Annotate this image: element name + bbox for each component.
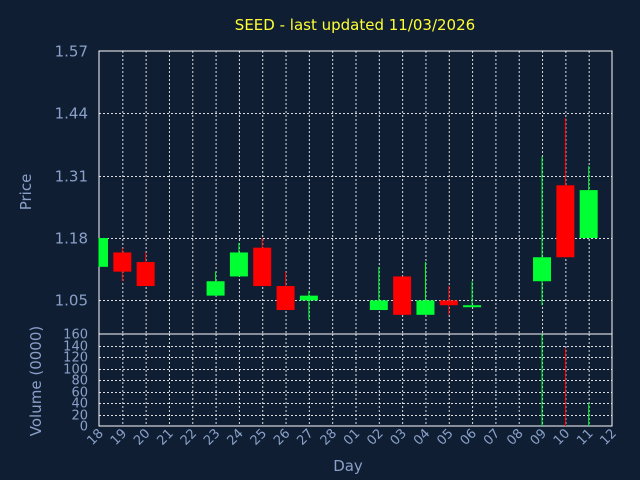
volume-tick-label: 100 [63, 363, 88, 378]
candle-body [229, 252, 248, 277]
x-tick-label: 06 [458, 426, 480, 448]
candle-body [136, 262, 155, 287]
candle-body [439, 300, 458, 306]
candle-body [416, 300, 435, 315]
candle [206, 271, 225, 296]
x-tick-label: 05 [434, 426, 456, 448]
x-tick-label: 24 [224, 426, 246, 448]
candle [416, 262, 435, 315]
price-tick-label: 1.05 [55, 292, 88, 310]
candle [439, 286, 458, 315]
x-tick-label: 07 [481, 426, 503, 448]
x-tick-label: 20 [131, 426, 153, 448]
candle-body [113, 252, 132, 272]
price-axis-ticks: 1.57 1.44 1.31 1.18 1.05 [55, 43, 88, 310]
volume-tick-label: 40 [71, 397, 88, 412]
volume-tick-label: 80 [71, 374, 88, 389]
candle [253, 238, 272, 287]
volume-tick-label: 140 [63, 340, 88, 355]
volume-axis-label: Volume (0000) [27, 326, 45, 436]
candle [579, 166, 598, 239]
volume-tick-label: 0 [80, 420, 88, 435]
candle [98, 238, 108, 267]
x-tick-label: 11 [574, 426, 596, 448]
candle-body [393, 276, 412, 315]
candle-body [299, 295, 318, 301]
volume-panel-frame [98, 333, 613, 427]
x-tick-label: 19 [108, 426, 130, 448]
candlesticks [98, 118, 598, 320]
candle-body [463, 305, 482, 308]
candle-body [369, 300, 388, 311]
candle-body [556, 185, 575, 258]
x-tick-label: 02 [364, 426, 386, 448]
volume-bars [541, 334, 590, 426]
volume-tick-label: 60 [71, 386, 88, 401]
price-tick-label: 1.31 [55, 168, 88, 186]
x-tick-label: 09 [528, 426, 550, 448]
candle-body [253, 247, 272, 287]
candle [276, 271, 295, 311]
candle-body [533, 257, 552, 282]
candle [393, 276, 412, 315]
price-grid [99, 51, 612, 334]
price-axis-label: Price [17, 174, 35, 211]
volume-tick-label: 160 [63, 328, 88, 343]
candle-body [276, 286, 295, 311]
x-axis-ticks: 18 19 20 21 22 23 24 25 26 27 28 01 02 03 04 05 06 07 08 09… [85, 426, 620, 448]
price-tick-label: 1.18 [55, 230, 88, 248]
candle [229, 242, 248, 277]
candle [113, 247, 132, 282]
candle [136, 252, 155, 287]
x-tick-label: 03 [388, 426, 410, 448]
price-tick-label: 1.57 [55, 43, 88, 61]
x-tick-label: 08 [504, 426, 526, 448]
price-tick-label: 1.44 [55, 105, 88, 123]
volume-tick-label: 20 [71, 409, 88, 424]
candle [556, 118, 575, 258]
chart-title: SEED - last updated 11/03/2026 [235, 16, 475, 34]
candle [299, 290, 318, 320]
x-tick-label: 04 [411, 426, 433, 448]
x-tick-label: 27 [294, 426, 316, 448]
x-tick-label: 26 [271, 426, 293, 448]
volume-tick-label: 120 [63, 351, 88, 366]
candle [533, 156, 552, 306]
x-tick-label: 12 [598, 426, 620, 448]
volume-grid [99, 334, 612, 426]
candle-body [579, 190, 598, 239]
candle [463, 281, 482, 308]
x-axis-label: Day [333, 457, 363, 475]
x-tick-label: 22 [178, 426, 200, 448]
x-tick-label: 25 [248, 426, 270, 448]
candle-body [99, 238, 108, 267]
x-tick-label: 10 [551, 426, 573, 448]
candle-body [206, 281, 225, 296]
candle [369, 266, 388, 311]
x-tick-label: 23 [201, 426, 223, 448]
x-tick-label: 28 [318, 426, 340, 448]
x-tick-label: 21 [154, 426, 176, 448]
x-tick-label: 01 [341, 426, 363, 448]
